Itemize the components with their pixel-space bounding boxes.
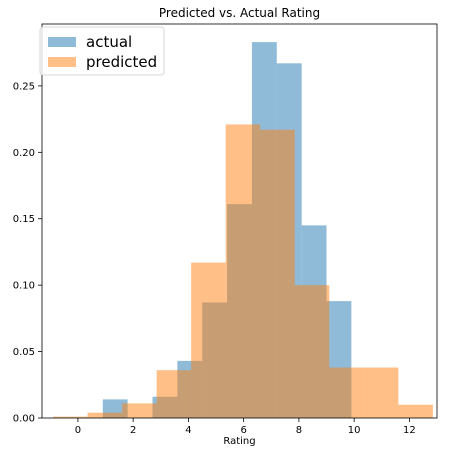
legend-swatch-predicted (48, 57, 76, 67)
bar-predicted-9 (363, 367, 399, 418)
bar-predicted-0 (53, 416, 88, 418)
y-tick-label: 0.25 (13, 81, 35, 92)
chart-title: Predicted vs. Actual Rating (159, 6, 320, 20)
x-tick-label: 0 (75, 425, 81, 436)
x-tick-label: 10 (348, 425, 361, 436)
bar-predicted-4 (191, 262, 226, 418)
x-tick-label: 6 (240, 425, 246, 436)
y-tick-label: 0.10 (13, 281, 35, 292)
legend-swatch-actual (48, 37, 76, 47)
x-tick-label: 12 (403, 425, 416, 436)
predicted-series (53, 124, 433, 419)
bar-predicted-7 (294, 285, 330, 418)
plot-frame (41, 23, 438, 419)
bar-predicted-10 (398, 404, 433, 418)
bar-predicted-6 (260, 129, 295, 418)
y-tick-label: 0.15 (13, 214, 35, 225)
bar-predicted-5 (225, 124, 261, 419)
x-axis: 0 2 4 6 8 10 12 (75, 418, 416, 436)
x-tick-label: 8 (296, 425, 302, 436)
x-tick-label: 2 (130, 425, 136, 436)
y-tick-label: 0.00 (13, 414, 35, 425)
y-tick-label: 0.05 (13, 347, 35, 358)
x-axis-label: Rating (223, 436, 255, 447)
y-tick-label: 0.20 (13, 148, 35, 159)
bar-predicted-3 (156, 370, 192, 418)
legend-label-actual: actual (86, 33, 132, 51)
x-tick-label: 4 (185, 425, 191, 436)
bar-predicted-8 (329, 367, 364, 418)
y-axis: 0.00 0.05 0.10 0.15 0.20 0.25 (13, 81, 42, 425)
legend: actual predicted (39, 26, 165, 76)
legend-label-predicted: predicted (86, 53, 157, 71)
bar-predicted-1 (87, 412, 123, 418)
bar-predicted-2 (122, 403, 157, 418)
